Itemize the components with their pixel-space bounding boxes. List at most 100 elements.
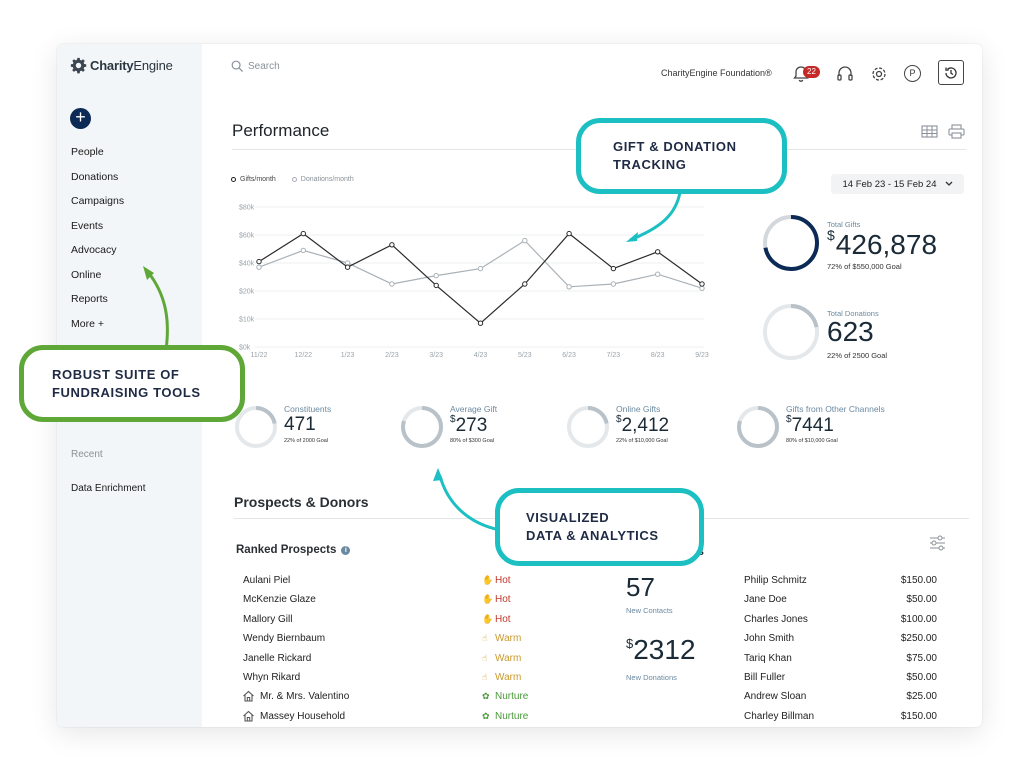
kpi-goal: 22% of 2500 Goal — [827, 351, 888, 360]
data-point[interactable] — [389, 281, 395, 287]
x-tick-label: 2/23 — [385, 352, 399, 359]
donor-name: Andrew Sloan — [744, 691, 807, 703]
progress-ring — [763, 304, 819, 360]
sidebar-item-people[interactable]: People — [71, 146, 104, 158]
history-button[interactable] — [938, 60, 964, 85]
data-point[interactable] — [389, 242, 395, 248]
donation-row[interactable]: Andrew Sloan $25.00 — [744, 689, 937, 708]
sidebar-item-donations[interactable]: Donations — [71, 170, 119, 183]
prospect-row[interactable]: Mallory Gill ✋ Hot — [243, 612, 563, 631]
household-icon — [243, 691, 254, 702]
prospect-status: ☝ Warm — [482, 672, 521, 683]
warm-hand-icon: ☝ — [482, 671, 488, 682]
headset-icon[interactable] — [835, 64, 855, 84]
search-input[interactable]: Search — [231, 60, 280, 73]
data-point[interactable] — [256, 258, 262, 265]
callout-line: VISUALIZED — [526, 510, 610, 525]
grid-view-icon[interactable] — [921, 124, 938, 139]
progress-ring — [235, 406, 277, 448]
data-point[interactable] — [699, 281, 705, 287]
sidebar-item-campaigns[interactable]: Campaigns — [71, 195, 125, 207]
sidebar-item-online[interactable]: Online — [71, 268, 102, 281]
donation-row[interactable]: Charley Billman $150.00 — [744, 709, 937, 727]
add-button[interactable]: + — [70, 108, 91, 129]
data-point[interactable] — [522, 237, 528, 244]
data-point[interactable] — [655, 249, 661, 255]
data-point[interactable] — [477, 320, 484, 326]
donor-name: Bill Fuller — [744, 671, 786, 683]
prospect-row[interactable]: Massey Household ✿ Nurture — [243, 709, 563, 727]
kpi-number: 273 — [455, 415, 488, 436]
donation-row[interactable]: Charles Jones $100.00 — [744, 612, 937, 631]
donation-amount: $150.00 — [900, 710, 937, 722]
callout-line: FUNDRAISING TOOLS — [52, 384, 201, 400]
donation-row[interactable]: Bill Fuller $50.00 — [744, 670, 937, 689]
hot-hand-icon: ✋ — [482, 594, 494, 605]
warm-hand-icon: ☝ — [482, 633, 488, 644]
legend-item-gifts[interactable]: Gifts/month — [231, 176, 276, 183]
profile-avatar[interactable]: P — [904, 65, 921, 82]
sidebar-item-more[interactable]: More + — [71, 317, 104, 330]
data-point[interactable] — [566, 284, 572, 290]
data-point[interactable] — [522, 281, 528, 287]
y-tick-label: $20k — [239, 289, 255, 296]
data-point[interactable] — [433, 272, 439, 279]
stat-number: 2312 — [633, 634, 696, 665]
ranked-prospects-list: Aulani Piel ✋ Hot McKenzie Glaze ✋ Hot Mallory… — [243, 573, 563, 727]
data-point[interactable] — [256, 264, 262, 270]
status-label: Nurture — [495, 710, 529, 722]
donation-row[interactable]: Jane Doe $50.00 — [744, 592, 937, 611]
print-icon[interactable] — [948, 124, 965, 139]
date-range-select[interactable]: 14 Feb 23 - 15 Feb 24 — [831, 174, 964, 194]
prospect-row[interactable]: McKenzie Glaze ✋ Hot — [243, 592, 563, 611]
data-point[interactable] — [300, 230, 307, 237]
kpi-label: Total Gifts — [827, 220, 861, 229]
kpi-label: Constituents — [284, 404, 332, 414]
legend-dot-icon — [231, 176, 236, 182]
prospect-row[interactable]: Wendy Biernbaum ☝ Warm — [243, 631, 563, 650]
donor-name: Charles Jones — [744, 613, 808, 625]
prospect-row[interactable]: Mr. & Mrs. Valentino ✿ Nurture — [243, 689, 563, 708]
sidebar-item-reports[interactable]: Reports — [71, 293, 108, 305]
progress-ring — [567, 406, 609, 448]
gear-icon[interactable] — [869, 64, 889, 84]
data-point[interactable] — [566, 230, 572, 237]
legend-item-donations[interactable]: Donations/month — [291, 176, 354, 183]
org-name[interactable]: CharityEngine Foundation® — [661, 68, 772, 78]
currency-symbol: $ — [786, 414, 792, 425]
sidebar-item-events[interactable]: Events — [71, 219, 104, 232]
currency-symbol: $ — [626, 636, 634, 651]
search-icon — [231, 60, 244, 73]
recent-item-data-enrichment[interactable]: Data Enrichment — [71, 483, 146, 494]
data-point[interactable] — [655, 271, 661, 277]
prospect-row[interactable]: Whyn Rikard ☝ Warm — [243, 670, 563, 689]
donation-row[interactable]: Philip Schmitz $150.00 — [744, 573, 937, 592]
x-tick-label: 8/23 — [651, 352, 665, 359]
prospect-status: ✿ Nurture — [482, 691, 528, 702]
prospect-name: Mr. & Mrs. Valentino — [260, 691, 350, 703]
kpi-label: Average Gift — [450, 404, 498, 414]
data-point[interactable] — [300, 247, 307, 254]
data-point[interactable] — [610, 281, 617, 287]
app-logo[interactable]: CharityEngine — [70, 57, 173, 74]
kpi-goal: 72% of $550,000 Goal — [827, 262, 902, 271]
status-label: Nurture — [495, 691, 529, 703]
x-tick-label: 4/23 — [474, 352, 488, 359]
sidebar-item-advocacy[interactable]: Advocacy — [71, 244, 117, 256]
data-point[interactable] — [433, 282, 439, 289]
info-icon[interactable]: i — [341, 545, 351, 555]
status-label: Warm — [495, 652, 522, 664]
prospect-row[interactable]: Janelle Rickard ☝ Warm — [243, 651, 563, 670]
prospect-status: ☝ Warm — [482, 653, 521, 664]
data-point[interactable] — [477, 265, 484, 272]
donation-row[interactable]: Tariq Khan $75.00 — [744, 651, 937, 670]
data-point[interactable] — [610, 265, 617, 272]
data-point[interactable] — [344, 264, 351, 270]
prospect-row[interactable]: Aulani Piel ✋ Hot — [243, 573, 563, 592]
progress-ring — [763, 215, 819, 271]
x-tick-label: 9/23 — [695, 352, 709, 359]
filter-settings-icon[interactable] — [929, 534, 946, 551]
donor-name: Charley Billman — [744, 710, 815, 722]
donation-row[interactable]: John Smith $250.00 — [744, 631, 937, 650]
